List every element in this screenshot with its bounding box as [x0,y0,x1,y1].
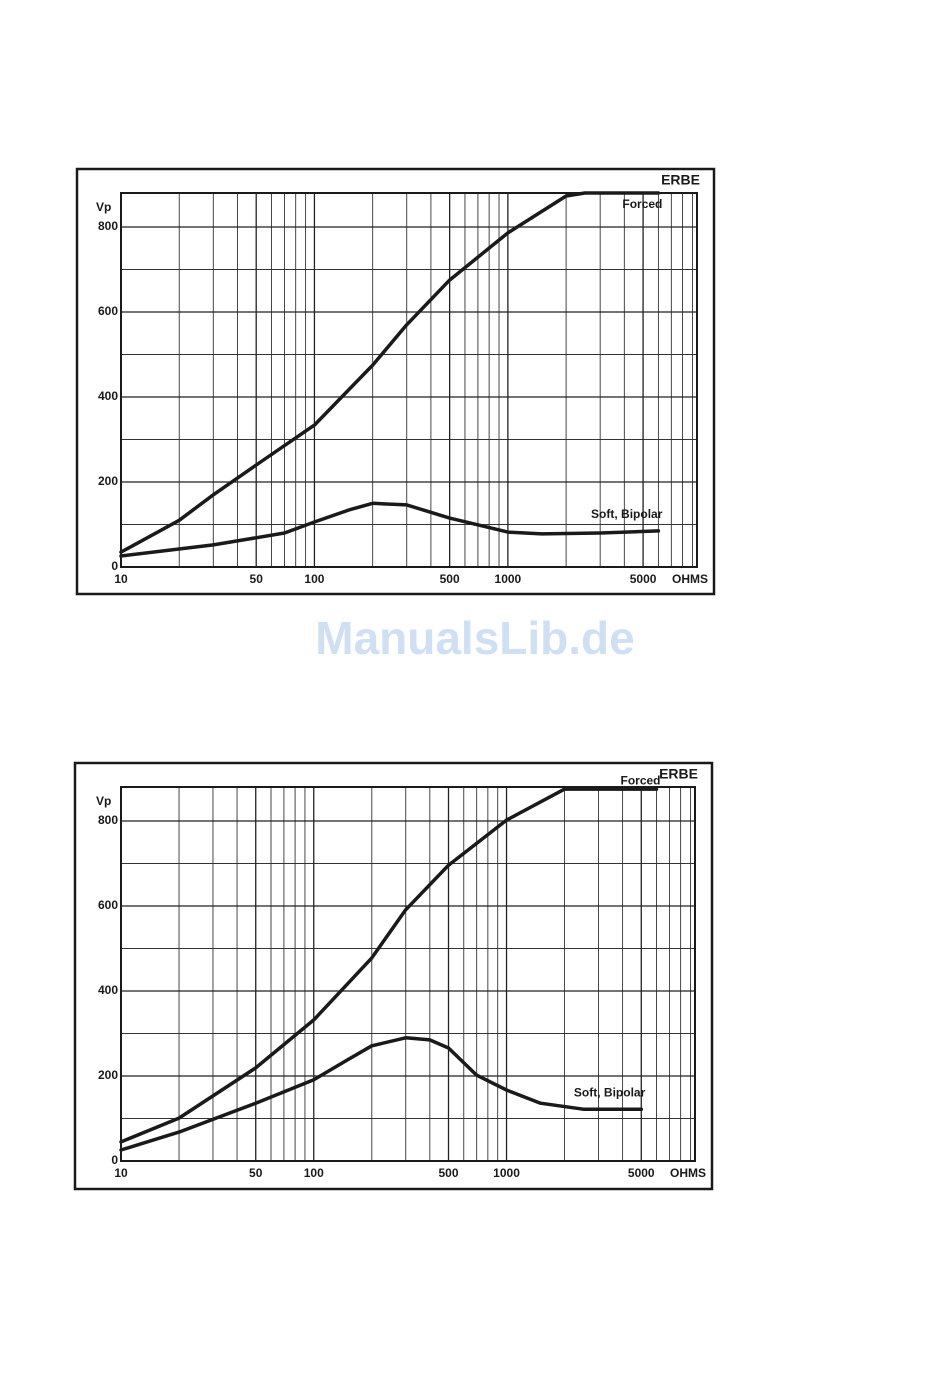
data-line [119,501,661,558]
x-tick-label: 50 [249,1166,263,1180]
chart-frame [75,167,716,596]
y-tick-label: 800 [98,219,118,233]
y-tick-label: 600 [98,898,118,912]
chart-title: ERBE [661,172,700,188]
chart-frame [73,761,714,1191]
chart-title: ERBE [659,766,698,782]
y-axis-label: Vp [96,200,111,214]
x-tick-label: 5000 [628,1166,655,1180]
y-tick-label: 200 [98,474,118,488]
y-tick-label: 800 [98,813,118,827]
x-tick-label: 1000 [495,572,522,586]
series-label: Soft, Bipolar [574,1085,646,1099]
x-tick-label: 10 [114,1166,128,1180]
y-tick-label: 200 [98,1068,118,1082]
data-line [119,1036,644,1152]
x-tick-label: 5000 [630,572,657,586]
y-tick-label: 400 [98,983,118,997]
series-label: Forced [622,197,662,211]
y-tick-label: 600 [98,304,118,318]
x-tick-label: 50 [250,572,264,586]
series-label: Soft, Bipolar [591,507,663,521]
x-tick-label: 100 [304,1166,324,1180]
x-tick-label: 1000 [493,1166,520,1180]
y-tick-label: 0 [111,559,118,573]
plot-frame [120,786,696,1162]
data-line [119,191,661,554]
x-tick-label: 500 [438,1166,458,1180]
plot-frame [120,192,698,568]
y-axis-label: Vp [96,794,111,808]
x-tick-label: 10 [114,572,128,586]
x-axis-label: OHMS [670,1166,706,1180]
x-axis-label: OHMS [672,572,708,586]
x-tick-label: 100 [304,572,324,586]
data-line [119,787,659,1144]
y-tick-label: 400 [98,389,118,403]
x-tick-label: 500 [440,572,460,586]
watermark: ManualsLib.de [315,612,634,664]
y-tick-label: 0 [111,1153,118,1167]
series-label: Forced [621,773,661,787]
